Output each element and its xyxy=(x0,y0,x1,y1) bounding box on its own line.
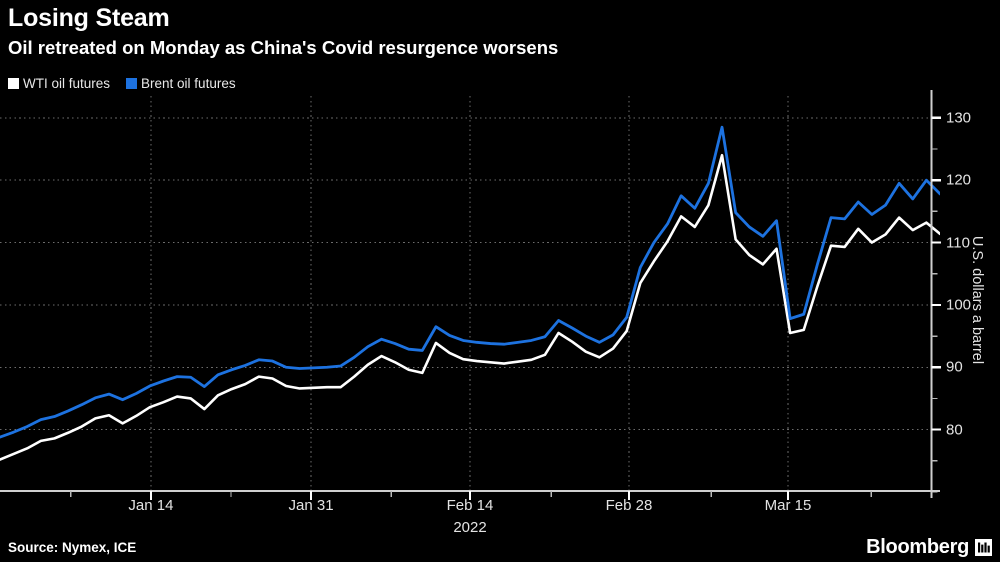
legend-item-brent[interactable]: Brent oil futures xyxy=(126,76,236,91)
y-axis-tick-label: 100 xyxy=(946,296,972,314)
y-axis-tick-label: 90 xyxy=(946,358,963,376)
y-axis-title: U.S. dollars a barrel xyxy=(969,235,985,365)
series-line-brent xyxy=(0,125,940,439)
chart-canvas xyxy=(0,96,940,492)
legend-swatch-brent-icon xyxy=(126,77,138,89)
page-subtitle: Oil retreated on Monday as China's Covid… xyxy=(8,37,559,58)
x-axis-year-label: 2022 xyxy=(453,519,487,536)
vertical-gridlines xyxy=(150,96,789,492)
x-axis-tick-label: Feb 14 xyxy=(446,497,494,514)
x-axis-tick-label: Jan 14 xyxy=(128,497,174,514)
x-axis-tick-label: Feb 28 xyxy=(605,497,653,514)
y-axis-tick-label: 120 xyxy=(946,171,972,189)
y-axis-tick-label: 130 xyxy=(946,109,972,127)
bloomberg-logo-icon xyxy=(975,538,992,556)
chart-legend: WTI oil futures Brent oil futures xyxy=(8,74,236,92)
page-title: Losing Steam xyxy=(8,4,170,32)
x-axis-tick-label: Mar 15 xyxy=(764,497,812,514)
horizontal-gridlines xyxy=(0,117,940,431)
x-axis-tick-label: Jan 31 xyxy=(288,497,334,514)
legend-swatch-wti-icon xyxy=(8,77,19,89)
legend-label-brent: Brent oil futures xyxy=(141,75,236,91)
y-axis xyxy=(930,90,941,498)
y-axis-tick-label: 80 xyxy=(946,421,963,439)
series-line-wti xyxy=(0,153,940,461)
plot-area xyxy=(0,96,940,492)
brand-mark: Bloomberg xyxy=(866,536,992,558)
y-axis-tick-label: 110 xyxy=(946,234,970,252)
x-axis xyxy=(0,490,940,500)
legend-item-wti[interactable]: WTI oil futures xyxy=(8,76,110,91)
legend-label-wti: WTI oil futures xyxy=(23,75,111,91)
bloomberg-wordmark: Bloomberg xyxy=(866,536,969,558)
source-note: Source: Nymex, ICE xyxy=(8,540,137,555)
